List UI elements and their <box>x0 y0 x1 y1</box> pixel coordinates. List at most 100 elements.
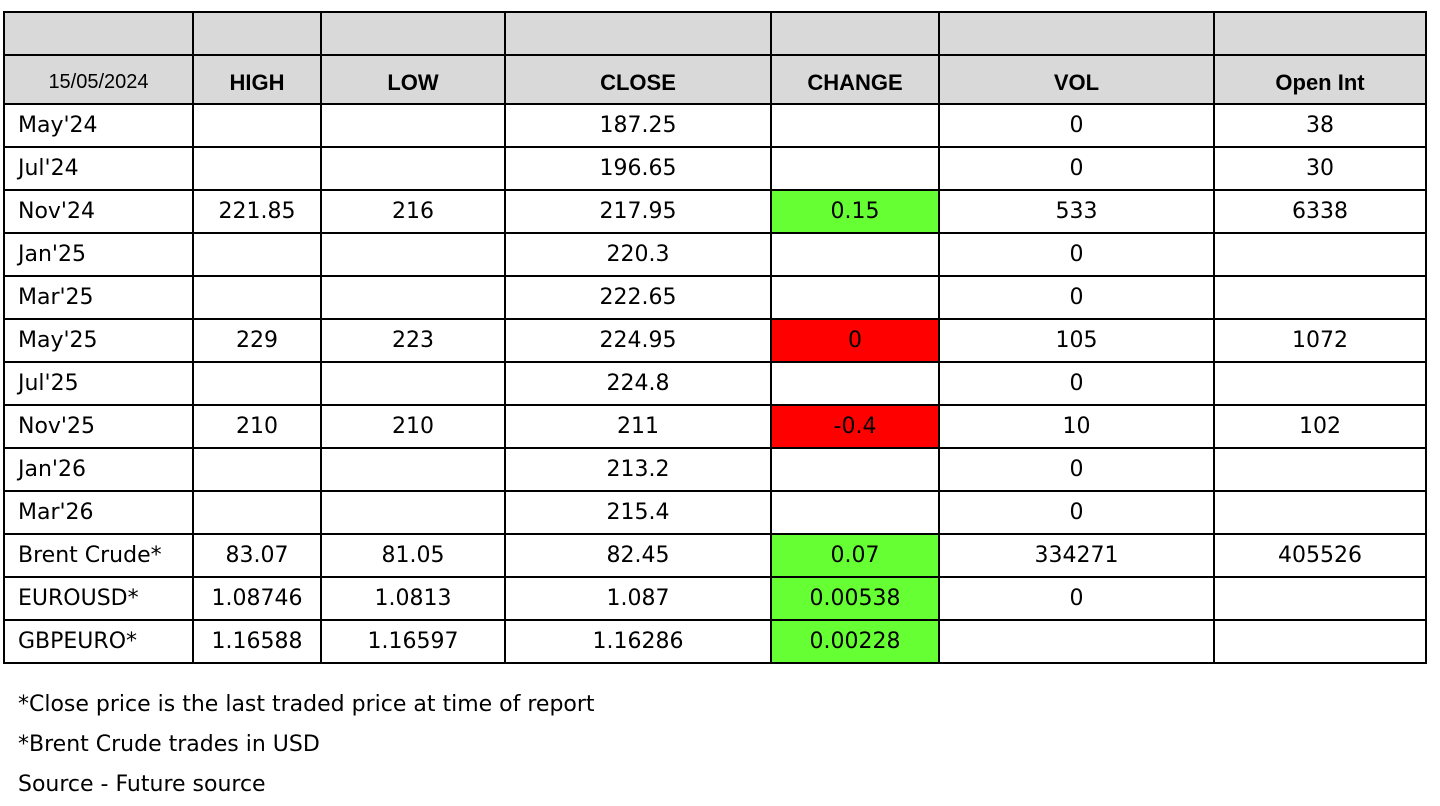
column-header-high: HIGH <box>192 54 322 105</box>
contract-name: GBPEURO* <box>3 619 194 664</box>
change-value <box>770 275 940 320</box>
contract-name: Jan'26 <box>3 447 194 492</box>
table-row: Jul'24 196.65 0 30 <box>3 146 1427 191</box>
low-value: 223 <box>320 318 506 363</box>
close-value: 220.3 <box>504 232 772 277</box>
column-header-change: CHANGE <box>770 54 940 105</box>
contract-name: EUROUSD* <box>3 576 194 621</box>
open-interest-value: 405526 <box>1213 533 1427 578</box>
close-value: 211 <box>504 404 772 449</box>
contract-name: Jan'25 <box>3 232 194 277</box>
column-header-open-int: Open Int <box>1213 54 1427 105</box>
contract-name: Mar'26 <box>3 490 194 535</box>
close-value: 1.087 <box>504 576 772 621</box>
volume-value: 0 <box>938 146 1215 191</box>
column-header-low: LOW <box>320 54 506 105</box>
header-spacer-cell <box>770 11 940 56</box>
header-spacer-row <box>3 11 1427 56</box>
high-value: 1.08746 <box>192 576 322 621</box>
low-value: 1.16597 <box>320 619 506 664</box>
high-value: 1.16588 <box>192 619 322 664</box>
change-value: 0.00228 <box>770 619 940 664</box>
contract-name: Mar'25 <box>3 275 194 320</box>
volume-value: 0 <box>938 103 1215 148</box>
footnote-source: Source - Future source <box>18 772 266 797</box>
open-interest-value <box>1213 232 1427 277</box>
change-value: -0.4 <box>770 404 940 449</box>
open-interest-value <box>1213 361 1427 406</box>
low-value <box>320 275 506 320</box>
table-row: Nov'25 210 210 211 -0.4 10 102 <box>3 404 1427 449</box>
change-value <box>770 361 940 406</box>
low-value <box>320 447 506 492</box>
high-value <box>192 146 322 191</box>
low-value: 210 <box>320 404 506 449</box>
high-value <box>192 361 322 406</box>
close-value: 222.65 <box>504 275 772 320</box>
report-date: 15/05/2024 <box>3 54 194 105</box>
high-value <box>192 232 322 277</box>
table-row: EUROUSD* 1.08746 1.0813 1.087 0.00538 0 <box>3 576 1427 621</box>
change-value: 0 <box>770 318 940 363</box>
table-row: May'25 229 223 224.95 0 105 1072 <box>3 318 1427 363</box>
volume-value: 0 <box>938 275 1215 320</box>
close-value: 213.2 <box>504 447 772 492</box>
open-interest-value: 102 <box>1213 404 1427 449</box>
volume-value: 0 <box>938 576 1215 621</box>
column-header-vol: VOL <box>938 54 1215 105</box>
close-value: 187.25 <box>504 103 772 148</box>
table-row: GBPEURO* 1.16588 1.16597 1.16286 0.00228 <box>3 619 1427 664</box>
table-row: Jul'25 224.8 0 <box>3 361 1427 406</box>
low-value <box>320 103 506 148</box>
contract-name: May'25 <box>3 318 194 363</box>
footnote-brent-usd: *Brent Crude trades in USD <box>18 732 320 757</box>
low-value: 81.05 <box>320 533 506 578</box>
close-value: 215.4 <box>504 490 772 535</box>
contract-name: Nov'24 <box>3 189 194 234</box>
header-spacer-cell <box>504 11 772 56</box>
open-interest-value <box>1213 619 1427 664</box>
volume-value: 0 <box>938 361 1215 406</box>
header-spacer-cell <box>938 11 1215 56</box>
close-value: 1.16286 <box>504 619 772 664</box>
header-spacer-cell <box>192 11 322 56</box>
table-row: Jan'25 220.3 0 <box>3 232 1427 277</box>
open-interest-value: 38 <box>1213 103 1427 148</box>
header-spacer-cell <box>1213 11 1427 56</box>
change-value: 0.15 <box>770 189 940 234</box>
volume-value: 0 <box>938 447 1215 492</box>
open-interest-value: 30 <box>1213 146 1427 191</box>
low-value <box>320 146 506 191</box>
contract-name: May'24 <box>3 103 194 148</box>
contract-name: Jul'24 <box>3 146 194 191</box>
change-value <box>770 447 940 492</box>
table-body: 15/05/2024 HIGH LOW CLOSE CHANGE VOL Ope… <box>3 11 1427 664</box>
footnotes: *Close price is the last traded price at… <box>18 686 595 806</box>
high-value <box>192 490 322 535</box>
volume-value: 10 <box>938 404 1215 449</box>
volume-value: 0 <box>938 232 1215 277</box>
volume-value: 105 <box>938 318 1215 363</box>
header-spacer-cell <box>320 11 506 56</box>
close-value: 82.45 <box>504 533 772 578</box>
open-interest-value <box>1213 490 1427 535</box>
high-value <box>192 103 322 148</box>
volume-value: 334271 <box>938 533 1215 578</box>
change-value: 0.07 <box>770 533 940 578</box>
change-value: 0.00538 <box>770 576 940 621</box>
change-value <box>770 232 940 277</box>
header-spacer-cell <box>3 11 194 56</box>
open-interest-value <box>1213 275 1427 320</box>
close-value: 217.95 <box>504 189 772 234</box>
volume-value <box>938 619 1215 664</box>
low-value <box>320 490 506 535</box>
high-value: 221.85 <box>192 189 322 234</box>
open-interest-value: 1072 <box>1213 318 1427 363</box>
table-row: May'24 187.25 0 38 <box>3 103 1427 148</box>
high-value: 83.07 <box>192 533 322 578</box>
contract-name: Jul'25 <box>3 361 194 406</box>
table-row: Nov'24 221.85 216 217.95 0.15 533 6338 <box>3 189 1427 234</box>
high-value: 210 <box>192 404 322 449</box>
open-interest-value: 6338 <box>1213 189 1427 234</box>
change-value <box>770 103 940 148</box>
